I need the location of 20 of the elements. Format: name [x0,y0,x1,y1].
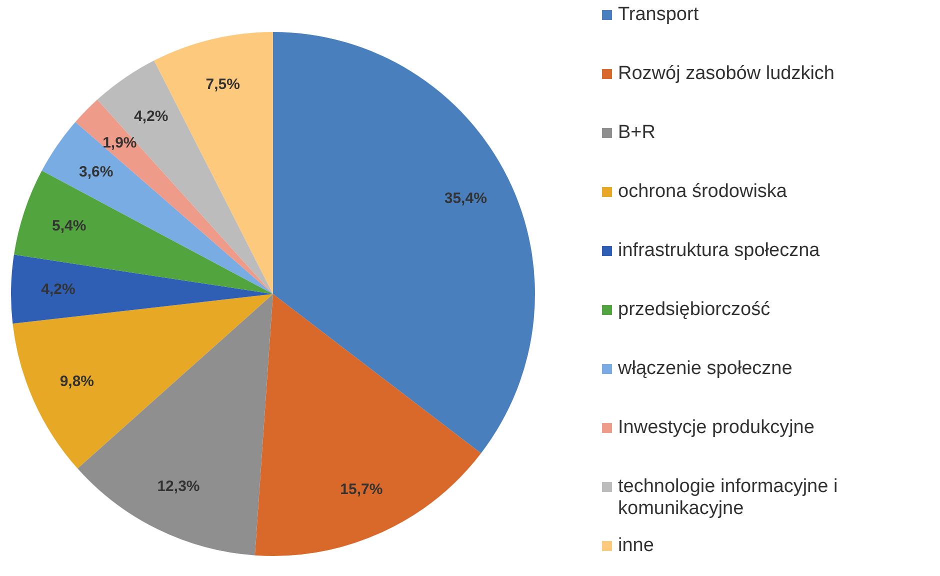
legend-label: B+R [618,122,656,144]
data-label: 15,7% [340,480,383,498]
data-label: 7,5% [206,76,240,94]
data-label: 4,2% [134,108,168,126]
legend-label: Transport [618,4,699,26]
data-label: 4,2% [41,281,76,298]
data-label: 9,8% [60,372,94,390]
data-label: 12,3% [157,478,200,496]
legend-label: Rozwój zasobów ludzkich [618,63,834,85]
legend-label: przedsiębiorczość [618,299,770,321]
legend-label: inne [618,535,654,557]
legend-label: Inwestycje produkcyjne [618,417,814,439]
data-label: 35,4% [444,190,487,208]
legend-label: infrastruktura społeczna [618,240,820,262]
legend-label: ochrona środowiska [618,181,787,203]
data-label: 5,4% [52,217,86,234]
data-label: 3,6% [78,163,114,180]
legend-label: włączenie społeczne [618,358,792,380]
legend-label: technologie informacyjne i komunikacyjne [618,476,839,520]
data-label: 1,9% [102,134,137,152]
